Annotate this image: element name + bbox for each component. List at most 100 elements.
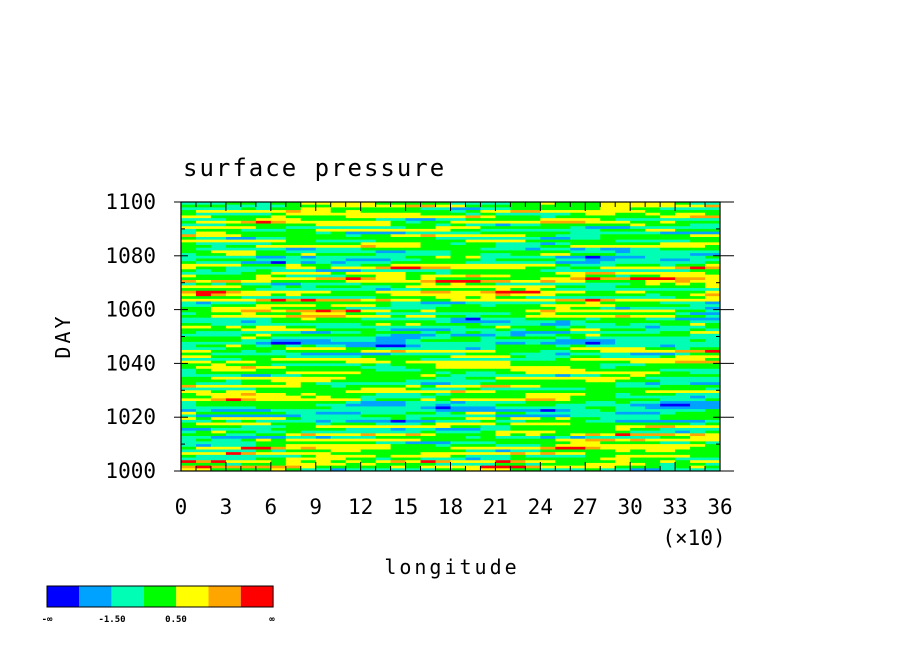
- heatmap-cell: [420, 280, 437, 284]
- heatmap-cell: [420, 347, 437, 351]
- heatmap-cell: [660, 406, 676, 410]
- heatmap-cell: [660, 352, 676, 356]
- heatmap-cell: [480, 247, 497, 252]
- heatmap-cell: [195, 293, 212, 297]
- heatmap-cell: [360, 228, 377, 233]
- heatmap-cell: [645, 312, 661, 316]
- heatmap-cell: [360, 234, 377, 238]
- heatmap-cell: [255, 215, 272, 219]
- heatmap-cell: [600, 274, 616, 278]
- heatmap-cell: [510, 228, 526, 233]
- heatmap-cell: [690, 277, 706, 281]
- heatmap-cell: [435, 323, 452, 327]
- heatmap-cell: [270, 349, 287, 354]
- heatmap-cell: [405, 414, 422, 418]
- heatmap-cell: [570, 379, 586, 383]
- heatmap-cell: [645, 247, 661, 252]
- heatmap-cell: [660, 261, 676, 265]
- heatmap-cell: [540, 325, 556, 330]
- heatmap-cell: [690, 366, 706, 370]
- heatmap-cell: [675, 258, 691, 262]
- heatmap-cell: [270, 446, 287, 451]
- heatmap-cell: [600, 360, 616, 364]
- heatmap-cell: [675, 398, 691, 402]
- heatmap-cell: [525, 366, 541, 370]
- heatmap-cell: [330, 414, 347, 418]
- heatmap-cell: [435, 234, 452, 238]
- heatmap-cell: [285, 331, 302, 335]
- heatmap-cell: [540, 245, 556, 249]
- heatmap-cell: [690, 382, 706, 386]
- heatmap-cell: [435, 384, 452, 389]
- heatmap-cell: [465, 457, 482, 461]
- heatmap-cell: [405, 460, 422, 464]
- heatmap-cell: [615, 344, 631, 348]
- heatmap-cell: [240, 226, 257, 230]
- heatmap-cell: [330, 360, 347, 364]
- heatmap-cell: [255, 382, 272, 386]
- heatmap-cell: [240, 336, 257, 340]
- heatmap-cell: [315, 409, 332, 413]
- heatmap-cell: [181, 312, 197, 316]
- heatmap-cell: [315, 261, 332, 265]
- heatmap-cell: [450, 433, 467, 437]
- heatmap-cell: [480, 465, 497, 469]
- heatmap-cell: [405, 218, 422, 222]
- heatmap-cell: [420, 406, 437, 410]
- heatmap-cell: [450, 207, 467, 211]
- heatmap-cell: [420, 341, 437, 346]
- heatmap-cell: [300, 212, 317, 217]
- heatmap-cell: [225, 290, 242, 295]
- heatmap-cell: [690, 218, 706, 222]
- heatmap-cell: [285, 344, 302, 348]
- heatmap-cell: [330, 234, 347, 238]
- heatmap-cell: [225, 218, 242, 222]
- heatmap-cell: [345, 314, 362, 319]
- heatmap-cell: [330, 358, 347, 362]
- heatmap-cell: [210, 245, 227, 249]
- heatmap-cell: [405, 433, 422, 437]
- heatmap-cell: [315, 336, 332, 340]
- heatmap-cell: [690, 414, 706, 418]
- heatmap-cell: [465, 344, 482, 348]
- heatmap-cell: [450, 263, 467, 268]
- heatmap-cell: [181, 263, 197, 268]
- heatmap-cell: [630, 228, 646, 233]
- heatmap-cell: [210, 325, 227, 330]
- heatmap-cell: [450, 339, 467, 343]
- heatmap-cell: [585, 427, 601, 432]
- heatmap-cell: [405, 231, 422, 235]
- heatmap-cell: [585, 288, 601, 292]
- heatmap-cell: [645, 223, 661, 227]
- heatmap-cell: [270, 425, 287, 429]
- heatmap-cell: [585, 247, 601, 252]
- heatmap-cell: [330, 379, 347, 383]
- heatmap-cell: [450, 374, 467, 378]
- heatmap-cell: [300, 285, 317, 289]
- heatmap-cell: [660, 285, 676, 289]
- heatmap-cell: [660, 341, 676, 346]
- heatmap-cell: [300, 368, 317, 373]
- heatmap-cell: [270, 436, 287, 440]
- heatmap-cell: [360, 454, 377, 459]
- heatmap-cell: [390, 414, 407, 418]
- heatmap-cell: [465, 247, 482, 252]
- heatmap-cell: [675, 210, 691, 214]
- heatmap-cell: [600, 226, 616, 230]
- heatmap-cell: [585, 202, 601, 206]
- heatmap-cell: [675, 296, 691, 300]
- heatmap-cell: [570, 212, 586, 217]
- heatmap-cell: [315, 333, 332, 338]
- heatmap-cell: [195, 328, 212, 332]
- heatmap-cell: [660, 427, 676, 432]
- heatmap-cell: [405, 403, 422, 408]
- heatmap-cell: [660, 411, 676, 416]
- heatmap-cell: [645, 422, 661, 426]
- heatmap-cell: [570, 223, 586, 227]
- heatmap-cell: [480, 223, 497, 227]
- heatmap-cell: [615, 454, 631, 459]
- heatmap-cell: [450, 403, 467, 408]
- heatmap-cell: [270, 210, 287, 214]
- heatmap-cell: [420, 411, 437, 416]
- heatmap-cell: [450, 266, 467, 270]
